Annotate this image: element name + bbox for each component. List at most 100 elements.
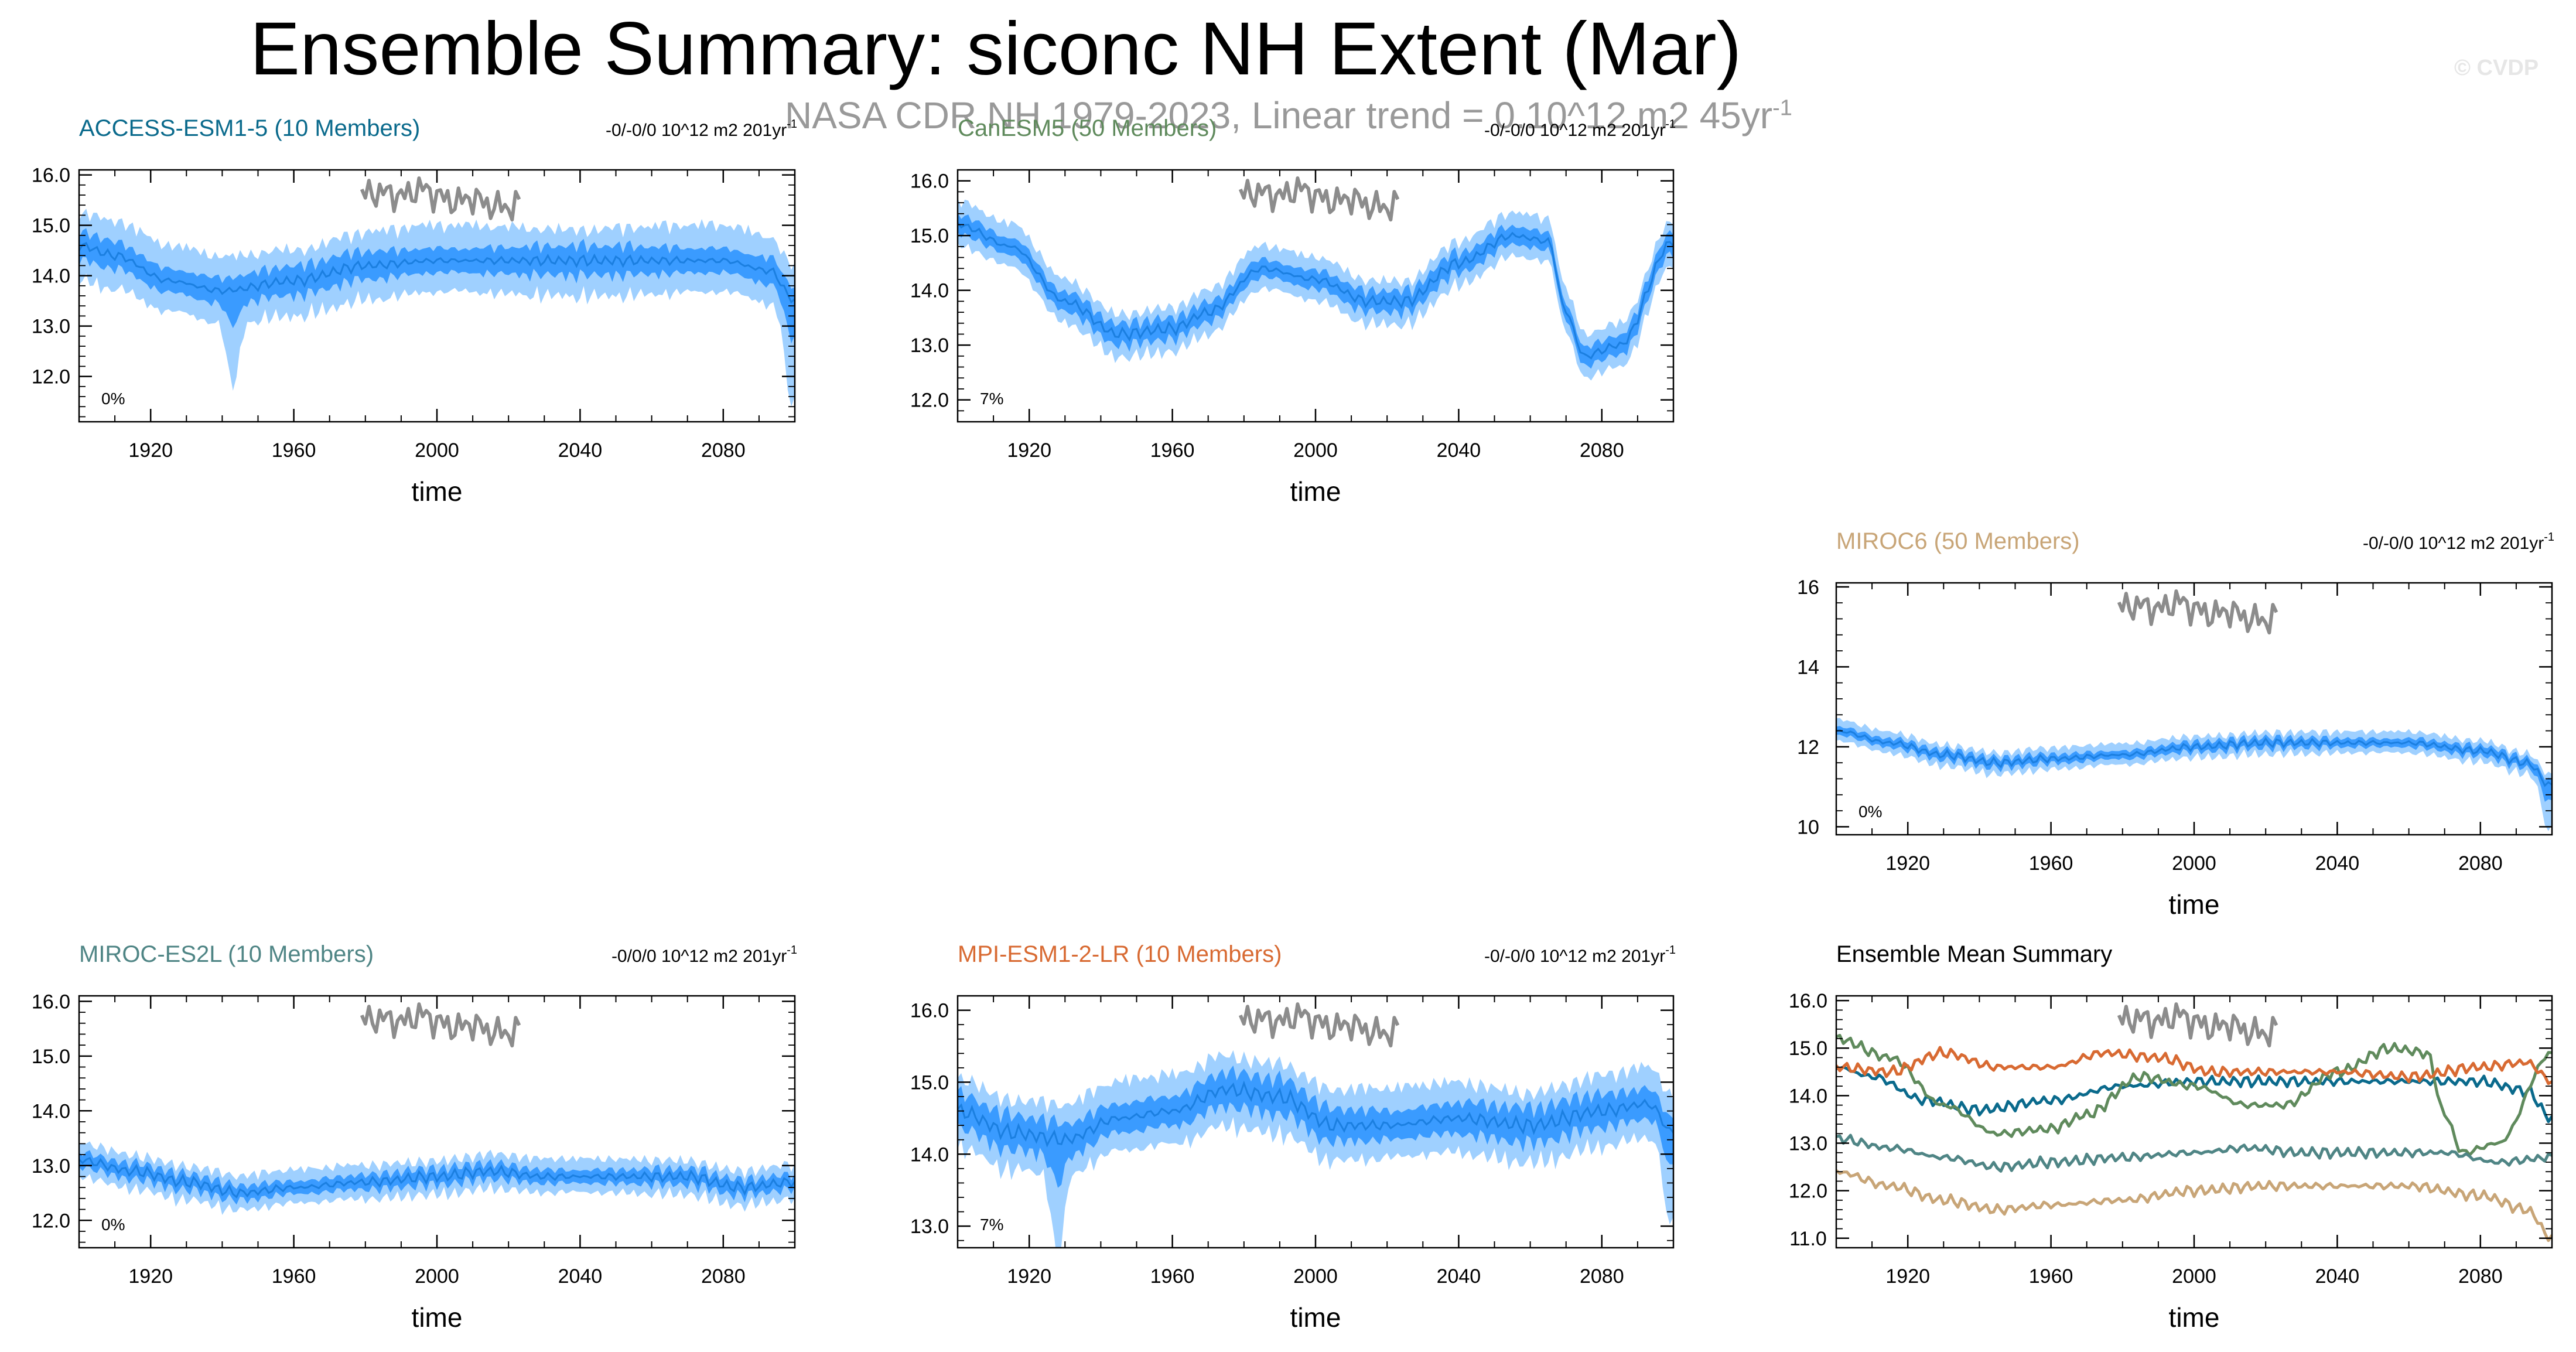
- observations-line: [1238, 176, 1400, 222]
- y-tick-label: 16.0: [910, 170, 949, 193]
- ensemble-interquartile-band: [1836, 726, 2552, 802]
- x-tick-label: 1920: [1007, 439, 1051, 462]
- x-tick-label: 1960: [1150, 1265, 1195, 1288]
- plot-area: [79, 1002, 795, 1215]
- x-tick-label: 2040: [1437, 1265, 1481, 1288]
- x-tick-label: 1960: [1150, 439, 1195, 462]
- panel-miroc-es2l: 1920 1960 2000 2040 2080 12.0 13.0 14.0 15.0 16.0…: [32, 941, 797, 1333]
- x-tick-label: 2000: [2172, 852, 2216, 875]
- cvdp-watermark: © CVDP: [2454, 56, 2539, 80]
- y-tick-label: 15.0: [32, 215, 70, 237]
- y-tick-label: 16.0: [910, 1000, 949, 1022]
- y-tick-label: 16.0: [32, 165, 70, 187]
- y-tick-label: 12.0: [1789, 1180, 1827, 1203]
- x-tick-label: 1920: [1885, 852, 1930, 875]
- plot-frame: [1835, 582, 2553, 836]
- panel-mpi-esm1-2-lr: 1920 1960 2000 2040 2080 13.0 14.0 15.0 16.0 time…: [910, 941, 1676, 1333]
- percent-label: 7%: [980, 1216, 1003, 1234]
- y-tick-label: 14.0: [32, 1100, 70, 1122]
- ensemble-range-band: [79, 209, 795, 407]
- panel-canesm5: 1920 1960 2000 2040 2080 12.0 13.0 14.0 15.0 16.0…: [910, 115, 1676, 507]
- x-axis-label: time: [2169, 889, 2220, 920]
- trend-text-main: -0/0/0 10^12 m2 201yr: [611, 947, 787, 966]
- observations-subtitle: NASA CDR NH 1979-2023, Linear trend = 0.…: [785, 94, 1792, 137]
- y-tick-label: 15.0: [32, 1046, 70, 1068]
- x-axis-label: time: [412, 476, 463, 507]
- x-tick-label: 2080: [701, 1265, 746, 1288]
- plot-area: [79, 176, 795, 407]
- y-tick-label: 12: [1797, 736, 1819, 759]
- plot-area: [1836, 1002, 2552, 1242]
- panel-title: MIROC-ES2L (10 Members): [79, 941, 374, 967]
- trend-text-superscript: -1: [1665, 944, 1676, 957]
- panel-title: ACCESS-ESM1-5 (10 Members): [79, 115, 420, 141]
- panel-title: Ensemble Mean Summary: [1836, 941, 2112, 967]
- y-tick-label: 15.0: [1789, 1037, 1827, 1060]
- panel-miroc6: 1920 1960 2000 2040 2080 10 12 14 16 time MIROC6 (…: [1797, 528, 2554, 920]
- plot-frame: [1835, 995, 2553, 1249]
- ensemble-range-band: [958, 1050, 1673, 1248]
- x-tick-label: 1960: [2029, 852, 2073, 875]
- x-tick-label: 2000: [415, 1265, 459, 1288]
- plot-area: [958, 1002, 1673, 1248]
- trend-text-superscript: -1: [787, 944, 797, 957]
- subtitle-text: NASA CDR NH 1979-2023, Linear trend = 0.…: [785, 94, 1773, 136]
- trend-text-main: -0/-0/0 10^12 m2 201yr: [606, 121, 787, 140]
- trend-text-superscript: -1: [1665, 118, 1676, 131]
- observations-line: [360, 176, 521, 222]
- x-tick-label: 1920: [1007, 1265, 1051, 1288]
- observations-line: [2117, 589, 2278, 635]
- y-tick-label: 14.0: [910, 280, 949, 302]
- panel-title: MIROC6 (50 Members): [1836, 528, 2080, 554]
- y-tick-label: 16.0: [32, 991, 70, 1013]
- y-tick-label: 16.0: [1789, 990, 1827, 1012]
- x-tick-label: 2080: [1580, 439, 1624, 462]
- y-tick-label: 13.0: [910, 1216, 949, 1238]
- ensemble-range-band: [958, 197, 1673, 381]
- y-tick-label: 13.0: [910, 334, 949, 357]
- ensemble-interquartile-band: [79, 1150, 795, 1205]
- series-line-canesm5: [1836, 1034, 2552, 1157]
- ensemble-mean-line: [958, 1080, 1673, 1148]
- series-line-mpi-esm1-2-lr: [1836, 1046, 2552, 1085]
- x-axis-label: time: [412, 1302, 463, 1333]
- plot-area: [958, 176, 1673, 381]
- percent-label: 0%: [101, 1216, 125, 1234]
- x-tick-label: 2080: [2458, 1265, 2503, 1288]
- x-tick-label: 1960: [2029, 1265, 2073, 1288]
- x-tick-label: 2000: [415, 439, 459, 462]
- trend-text: -0/-0/0 10^12 m2 201yr-1: [1484, 118, 1676, 140]
- ensemble-mean-line: [1836, 729, 2552, 787]
- subtitle-superscript: -1: [1772, 95, 1792, 121]
- y-tick-label: 14.0: [32, 265, 70, 288]
- x-tick-label: 2040: [558, 439, 603, 462]
- x-axis-label: time: [1290, 476, 1341, 507]
- percent-label: 0%: [101, 390, 125, 408]
- trend-text-superscript: -1: [2544, 531, 2554, 544]
- ensemble-mean-line: [79, 1156, 795, 1199]
- observations-line: [1238, 1002, 1400, 1048]
- panel-title: CanESM5 (50 Members): [958, 115, 1217, 141]
- trend-text: -0/-0/0 10^12 m2 201yr-1: [1484, 944, 1676, 966]
- x-tick-label: 2080: [2458, 852, 2503, 875]
- x-tick-label: 2000: [1293, 439, 1338, 462]
- trend-text: -0/-0/0 10^12 m2 201yr-1: [606, 118, 797, 140]
- observations-line: [360, 1002, 521, 1048]
- y-tick-label: 15.0: [910, 225, 949, 247]
- x-tick-label: 2000: [2172, 1265, 2216, 1288]
- ensemble-range-band: [1836, 718, 2552, 831]
- y-tick-label: 13.0: [32, 316, 70, 338]
- x-tick-label: 2080: [701, 439, 746, 462]
- x-tick-label: 2040: [558, 1265, 603, 1288]
- x-axis-label: time: [1290, 1302, 1341, 1333]
- y-tick-label: 14.0: [910, 1143, 949, 1166]
- y-tick-label: 12.0: [910, 390, 949, 412]
- observations-line: [2117, 1002, 2278, 1048]
- x-tick-label: 2080: [1580, 1265, 1624, 1288]
- x-tick-label: 1920: [128, 439, 173, 462]
- y-tick-label: 12.0: [32, 1210, 70, 1232]
- percent-label: 7%: [980, 390, 1003, 408]
- x-tick-label: 2040: [2315, 852, 2360, 875]
- x-tick-label: 2040: [1437, 439, 1481, 462]
- plot-frame: [78, 995, 796, 1249]
